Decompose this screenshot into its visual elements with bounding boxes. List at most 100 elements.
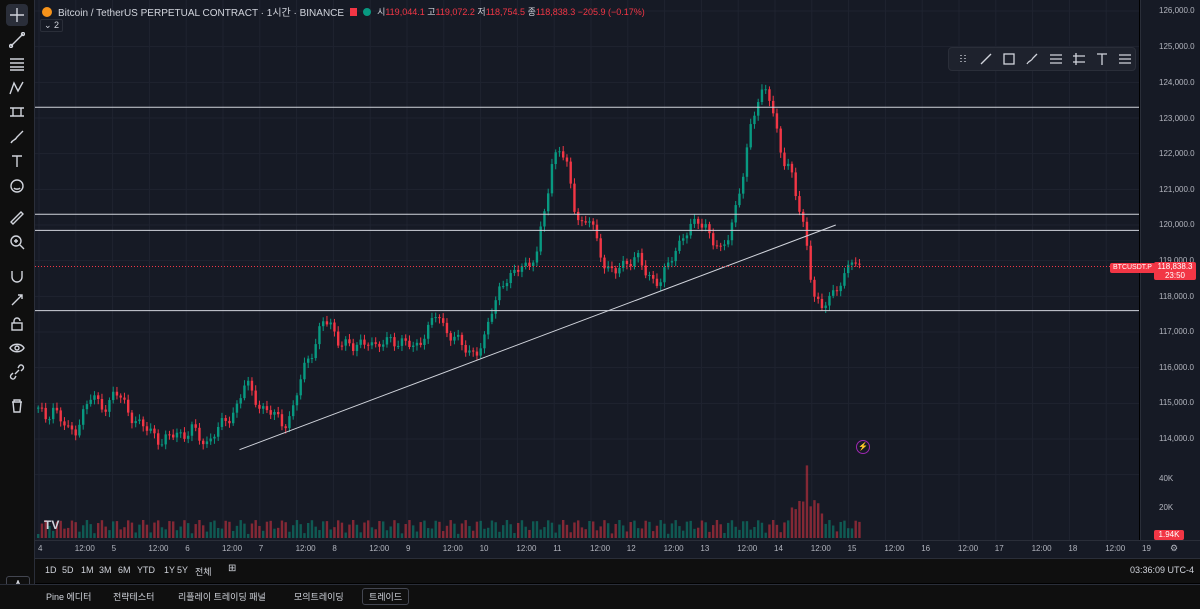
- volume-bar: [108, 530, 111, 538]
- range-button[interactable]: 5D: [62, 565, 74, 575]
- candle-body: [423, 338, 426, 345]
- candle-body: [397, 345, 400, 347]
- candle-body: [783, 152, 786, 167]
- channel-icon[interactable]: [1069, 49, 1088, 69]
- settings-gear-icon[interactable]: ⚙: [1170, 543, 1179, 553]
- candle-body: [40, 407, 44, 409]
- volume-bar: [145, 524, 149, 538]
- brush-icon[interactable]: [1023, 49, 1042, 69]
- range-button[interactable]: YTD: [137, 565, 155, 575]
- eye-icon[interactable]: [6, 337, 28, 359]
- text-tool-icon[interactable]: [6, 150, 28, 172]
- emoji-tool-icon[interactable]: [6, 175, 28, 197]
- brush-tool-icon[interactable]: [6, 126, 28, 148]
- candle-body: [723, 244, 726, 246]
- volume-bar: [712, 525, 715, 538]
- candle-body: [764, 89, 767, 91]
- range-button[interactable]: 1Y: [164, 565, 176, 575]
- time-tick: 6: [185, 544, 190, 553]
- candle-body: [502, 286, 505, 288]
- candle-body: [198, 427, 201, 441]
- rectangle-tool-icon[interactable]: [1000, 49, 1019, 69]
- indicators-toggle[interactable]: ⌄ 2: [40, 19, 64, 32]
- volume-bar: [119, 529, 122, 538]
- tradingview-logo-icon[interactable]: TV: [44, 518, 60, 532]
- time-tick: 12:00: [1031, 544, 1052, 553]
- volume-bar: [603, 520, 606, 538]
- volume-bar: [44, 520, 47, 538]
- volume-bar: [100, 520, 104, 538]
- candle-body: [175, 432, 179, 438]
- candle-body: [809, 245, 812, 280]
- volume-bar: [55, 521, 59, 538]
- range-button[interactable]: 3M: [99, 565, 112, 575]
- candle-body: [100, 399, 104, 410]
- volume-bar: [427, 528, 430, 538]
- flag-icon[interactable]: [350, 7, 358, 16]
- candle-body: [322, 321, 325, 327]
- price-chart[interactable]: [35, 0, 1139, 540]
- more-tools-icon[interactable]: [1116, 49, 1135, 69]
- range-button[interactable]: 5Y: [177, 565, 189, 575]
- candle-body: [730, 222, 734, 241]
- volume-bar: [70, 520, 74, 538]
- candle-body: [318, 326, 321, 345]
- chart-pane[interactable]: [35, 0, 1139, 540]
- candle-body: [404, 338, 407, 341]
- candle-body: [614, 268, 617, 274]
- candle-body: [310, 358, 314, 360]
- footer-tab[interactable]: 모의트레이딩: [294, 592, 344, 602]
- range-button[interactable]: 6M: [118, 565, 131, 575]
- volume-bar: [749, 529, 752, 538]
- line-tool-icon[interactable]: [976, 49, 995, 69]
- trash-icon[interactable]: [6, 395, 28, 417]
- clock[interactable]: 03:36:09 UTC-4: [1130, 565, 1195, 575]
- pattern-tool-icon[interactable]: [6, 77, 28, 99]
- footer-tab[interactable]: Pine 에디터: [46, 592, 92, 602]
- candle-body: [228, 420, 231, 424]
- lock-icon[interactable]: [6, 313, 28, 335]
- range-button[interactable]: 1M: [81, 565, 94, 575]
- link-icon[interactable]: [6, 361, 28, 383]
- candle-body: [487, 321, 490, 335]
- candle-body: [490, 313, 494, 322]
- candle-body: [273, 412, 276, 415]
- volume-bar: [764, 532, 767, 538]
- volume-bar: [299, 524, 302, 538]
- footer-tab[interactable]: 리플레이 트레이딩 패널: [178, 592, 266, 602]
- footer-tab[interactable]: 전략테스터: [113, 592, 155, 602]
- fib-icon[interactable]: [1046, 49, 1065, 69]
- crosshair-icon[interactable]: [6, 4, 28, 26]
- forecast-tool-icon[interactable]: [6, 101, 28, 123]
- footer-tab[interactable]: 트레이드: [362, 588, 410, 605]
- time-axis[interactable]: 4 12:00 5 12:00 6 12:00 7 12:00 8 12:00 9 12:00 10 12…: [35, 540, 1200, 559]
- volume-bar: [727, 522, 730, 538]
- volume-bar: [115, 521, 119, 538]
- stay-drawing-icon[interactable]: [6, 289, 28, 311]
- flash-alert-icon[interactable]: ⚡: [856, 440, 870, 454]
- candle-body: [787, 163, 790, 167]
- candle-body: [468, 350, 471, 353]
- date-range-icon[interactable]: ⊞: [228, 563, 237, 574]
- ruler-icon[interactable]: [6, 207, 28, 229]
- magnet-icon[interactable]: [6, 265, 28, 287]
- drag-handle-icon[interactable]: [953, 49, 972, 69]
- volume-bar: [52, 530, 55, 538]
- candle-body: [115, 391, 119, 396]
- symbol-title[interactable]: Bitcoin / TetherUS PERPETUAL CONTRACT · …: [58, 8, 345, 19]
- volume-bar: [265, 521, 269, 538]
- trendline-tool-icon[interactable]: [6, 29, 28, 51]
- zoom-icon[interactable]: [6, 231, 28, 253]
- text-icon[interactable]: [1093, 49, 1112, 69]
- volume-bar: [82, 525, 85, 538]
- volume-bar: [460, 523, 464, 538]
- fib-tool-icon[interactable]: [6, 53, 28, 75]
- volume-bar: [832, 525, 835, 538]
- volume-bar: [843, 520, 846, 538]
- volume-bar: [247, 533, 250, 538]
- candle-body: [63, 421, 66, 426]
- range-button[interactable]: 1D: [45, 565, 57, 575]
- candle-body: [700, 223, 704, 228]
- volume-bar: [183, 520, 186, 538]
- range-button[interactable]: 전체: [195, 567, 212, 577]
